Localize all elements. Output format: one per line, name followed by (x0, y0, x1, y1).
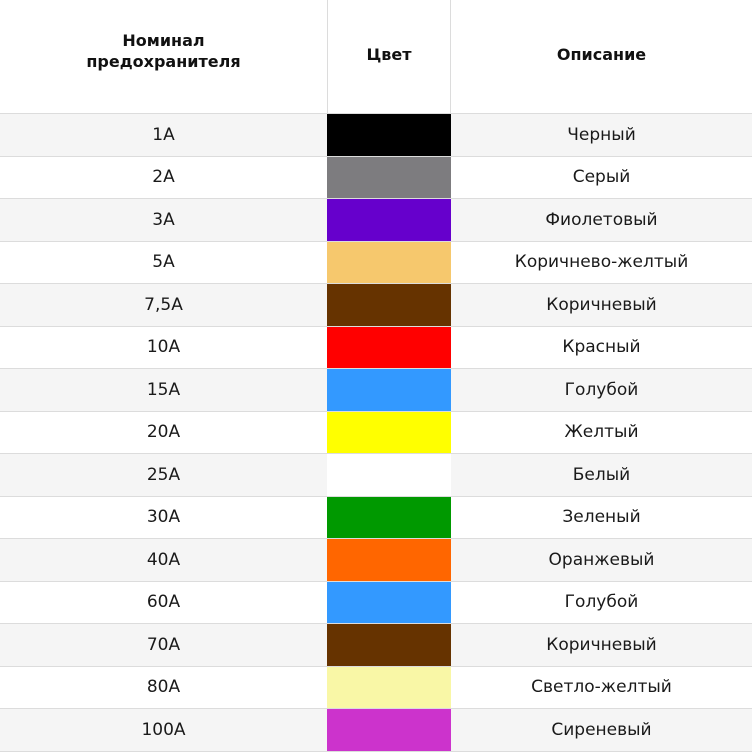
fuse-rating: 2A (152, 167, 175, 188)
color-cell (327, 241, 451, 283)
table-row: 10A Красный (0, 326, 752, 369)
table-row: 30A Зеленый (0, 496, 752, 539)
color-swatch (327, 156, 451, 198)
color-description: Голубой (564, 379, 639, 400)
color-description: Белый (572, 464, 631, 485)
color-description: Красный (562, 337, 641, 358)
table-header: Номинал предохранителя Цвет Описание (0, 0, 752, 114)
fuse-rating: 3A (152, 209, 175, 230)
fuse-rating: 60A (146, 592, 181, 613)
color-swatch (327, 326, 451, 368)
color-description: Фиолетовый (545, 209, 658, 230)
table-row: 3A Фиолетовый (0, 199, 752, 242)
color-cell (327, 284, 451, 326)
color-cell (327, 114, 451, 156)
color-description: Коричневый (546, 634, 657, 655)
fuse-rating: 10A (146, 337, 181, 358)
color-description: Сиреневый (551, 719, 652, 740)
color-swatch (327, 666, 451, 708)
table-row: 15A Голубой (0, 369, 752, 412)
color-description: Светло-желтый (531, 677, 672, 698)
table-row: 7,5A Коричневый (0, 284, 752, 327)
table-row: 60A Голубой (0, 581, 752, 624)
color-description: Серый (572, 167, 631, 188)
fuse-rating: 5A (152, 252, 175, 273)
color-cell (327, 709, 451, 751)
color-description: Желтый (564, 422, 639, 443)
fuse-rating: 100A (141, 719, 186, 740)
fuse-rating: 1A (152, 124, 175, 145)
fuse-rating: 70A (146, 634, 181, 655)
color-swatch (327, 496, 451, 538)
table-row: 100A Сиреневый (0, 709, 752, 752)
header-color: Цвет (327, 0, 451, 113)
color-cell (327, 539, 451, 581)
table-row: 70A Коричневый (0, 624, 752, 667)
table-row: 80A Светло-желтый (0, 666, 752, 709)
fuse-rating: 80A (146, 677, 181, 698)
table-row: 40A Оранжевый (0, 539, 752, 582)
color-description: Зеленый (562, 507, 641, 528)
color-swatch (327, 284, 451, 326)
table-row: 2A Серый (0, 156, 752, 199)
color-description: Коричнево-желтый (514, 252, 689, 273)
color-swatch (327, 624, 451, 666)
color-swatch (327, 581, 451, 623)
table-row: 20A Желтый (0, 411, 752, 454)
color-description: Голубой (564, 592, 639, 613)
header-rating: Номинал предохранителя (86, 30, 241, 71)
color-cell (327, 496, 451, 538)
table-body: 1A Черный 2A Серый 3A Фиолетовый 5A Коричнево-ж… (0, 114, 752, 752)
fuse-rating: 20A (146, 422, 181, 443)
color-swatch (327, 411, 451, 453)
color-swatch (327, 539, 451, 581)
color-description: Черный (567, 124, 636, 145)
color-swatch (327, 241, 451, 283)
fuse-rating: 30A (146, 507, 181, 528)
color-swatch (327, 369, 451, 411)
color-description: Коричневый (546, 294, 657, 315)
color-cell (327, 666, 451, 708)
color-description: Оранжевый (548, 549, 655, 570)
color-swatch (327, 454, 451, 496)
color-swatch (327, 709, 451, 751)
color-cell (327, 454, 451, 496)
fuse-rating: 40A (146, 549, 181, 570)
fuse-rating: 7,5A (144, 294, 183, 315)
color-swatch (327, 199, 451, 241)
header-description: Описание (556, 45, 647, 64)
table-row: 5A Коричнево-желтый (0, 241, 752, 284)
color-cell (327, 411, 451, 453)
fuse-rating: 15A (146, 379, 181, 400)
color-cell (327, 624, 451, 666)
table-row: 25A Белый (0, 454, 752, 497)
color-swatch (327, 114, 451, 156)
table-row: 1A Черный (0, 114, 752, 157)
color-cell (327, 369, 451, 411)
color-cell (327, 326, 451, 368)
color-cell (327, 156, 451, 198)
fuse-rating: 25A (146, 464, 181, 485)
color-cell (327, 581, 451, 623)
color-cell (327, 199, 451, 241)
